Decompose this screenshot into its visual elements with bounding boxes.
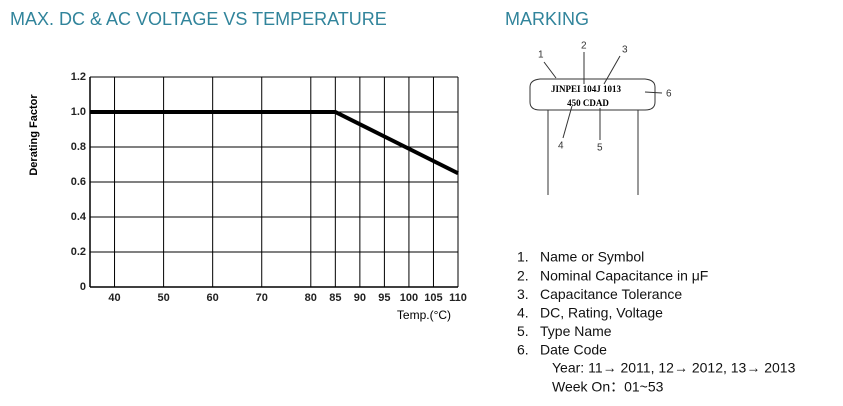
callouts: 1 2 3 4 5 6 bbox=[538, 41, 672, 154]
item-number: 4. bbox=[517, 305, 529, 321]
item-text: Name or Symbol bbox=[540, 249, 644, 265]
callout: 1 bbox=[538, 50, 544, 61]
y-tick-label: 1.2 bbox=[71, 71, 86, 83]
item-number: 3. bbox=[517, 286, 529, 302]
y-axis-label: Derating Factor bbox=[28, 94, 40, 176]
y-tick-label: 1.0 bbox=[71, 106, 86, 118]
item-text: DC, Rating, Voltage bbox=[540, 305, 663, 321]
callout: 4 bbox=[558, 141, 564, 152]
y-tick-label: 0.6 bbox=[71, 176, 86, 188]
callout: 5 bbox=[597, 143, 603, 154]
x-tick-label: 60 bbox=[207, 292, 219, 304]
y-tick-label: 0 bbox=[80, 281, 86, 293]
marking-list: 1. Name or Symbol 2. Nominal Capacitance in… bbox=[517, 249, 796, 395]
marking-title: MARKING bbox=[505, 9, 589, 29]
y-tick-label: 0.2 bbox=[71, 246, 86, 258]
x-tick-label: 110 bbox=[449, 292, 467, 304]
x-tick-label: 70 bbox=[256, 292, 268, 304]
note: Year: 11→ 2011, 12→ 2012, 13→ 2013 bbox=[552, 360, 796, 376]
x-tick-label: 50 bbox=[157, 292, 169, 304]
callout: 3 bbox=[622, 45, 628, 56]
callout: 6 bbox=[666, 89, 672, 100]
item-number: 1. bbox=[517, 249, 529, 265]
x-tick-label: 95 bbox=[378, 292, 390, 304]
marking-line: 450 CDAD bbox=[567, 98, 609, 108]
x-tick-label: 100 bbox=[400, 292, 418, 304]
item-number: 6. bbox=[517, 342, 529, 358]
capacitor-diagram bbox=[529, 52, 663, 195]
item-number: 2. bbox=[517, 267, 529, 283]
item-text: Date Code bbox=[540, 342, 607, 358]
series-line bbox=[90, 110, 459, 176]
x-tick-label: 105 bbox=[424, 292, 442, 304]
callout: 2 bbox=[581, 41, 587, 52]
marking-line: JINPEI 104J 1013 bbox=[551, 84, 622, 94]
x-tick-label: 80 bbox=[305, 292, 317, 304]
item-text: Nominal Capacitance in μF bbox=[540, 267, 708, 283]
item-text: Capacitance Tolerance bbox=[540, 286, 682, 302]
note: Week On：01~53 bbox=[552, 378, 664, 394]
x-tick-label: 90 bbox=[354, 292, 366, 304]
y-tick-label: 0.8 bbox=[71, 141, 86, 153]
x-axis-label: Temp.(°C) bbox=[397, 308, 451, 322]
item-text: Type Name bbox=[540, 323, 612, 339]
y-tick-label: 0.4 bbox=[71, 211, 87, 223]
x-tick-label: 40 bbox=[108, 292, 120, 304]
chart-title: MAX. DC & AC VOLTAGE VS TEMPERATURE bbox=[10, 9, 387, 29]
chart: 0 0.2 0.4 0.6 0.8 1.0 1.2 40 50 60 70 80 85 90 95 100 10… bbox=[71, 71, 467, 304]
item-number: 5. bbox=[517, 323, 529, 339]
x-tick-label: 85 bbox=[329, 292, 341, 304]
